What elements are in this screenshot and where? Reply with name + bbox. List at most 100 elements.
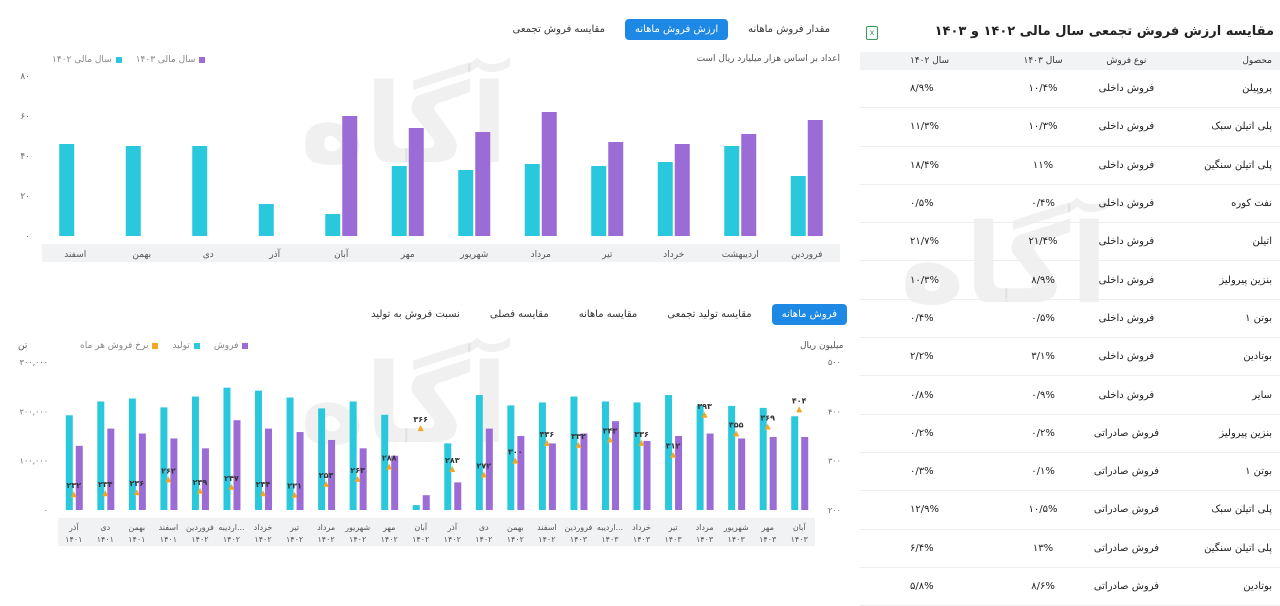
x-tick-year: ۱۴۰۲ — [475, 535, 492, 544]
rate-data-label: ۳۶۶ — [413, 415, 428, 424]
legend-swatch — [242, 343, 249, 349]
top-tab-1[interactable]: ارزش فروش ماهانه — [624, 19, 729, 40]
x-tick-label: اسفند — [64, 250, 86, 260]
table-row: پلی اتیلن سنگین فروش داخلی ۱۱% ۱۸/۴% — [860, 146, 1280, 185]
table-cell: فروش صادراتی — [1074, 529, 1179, 568]
rate-marker — [386, 463, 393, 470]
rate-data-label: ۲۶۲ — [161, 466, 176, 475]
rate-data-label: ۲۴۷ — [224, 474, 239, 483]
x-tick-year: ۱۴۰۲ — [286, 535, 303, 544]
rate-marker — [102, 490, 109, 497]
x-tick-label: خرداد — [663, 250, 684, 260]
bar-1403 — [741, 134, 757, 236]
legend-item[interactable]: سال مالی ۱۴۰۲ — [52, 55, 122, 65]
x-tick-year: ۱۴۰۲ — [538, 535, 555, 544]
table-cell: ۵/۸% — [860, 567, 1012, 606]
sales-bar — [296, 432, 304, 510]
legend-item[interactable]: تولید — [172, 341, 200, 351]
y-tick-label: ۰ — [25, 232, 30, 242]
left-y-tick-label: ۱۰۰,۰۰۰ — [20, 457, 48, 466]
bar-1402 — [790, 176, 806, 236]
table-cell: فروش داخلی — [1074, 375, 1179, 415]
table-cell: ۱۳% — [1011, 529, 1075, 568]
table-cell: ۰/۲% — [1011, 414, 1075, 453]
table-cell: ۲/۲% — [860, 337, 1012, 377]
production-bar — [665, 395, 673, 510]
production-bar — [255, 390, 263, 510]
excel-icon[interactable]: x — [866, 26, 878, 40]
table-row: پلی اتیلن سبک فروش صادراتی ۱۰/۵% ۱۲/۹% — [860, 490, 1280, 530]
table-cell: ۱۱% — [1011, 146, 1075, 185]
bottom-tab-0[interactable]: فروش ماهانه — [771, 304, 847, 325]
table-cell: ۱۲/۹% — [860, 490, 1012, 530]
bottom-tab-1[interactable]: مقایسه تولید تجمعی — [667, 309, 752, 320]
bottom-tab-2[interactable]: مقایسه ماهانه — [578, 309, 638, 320]
x-tick-year: ۱۴۰۲ — [381, 535, 398, 544]
top-chart-note: اعداد بر اساس هزار میلیارد ریال است — [696, 54, 840, 64]
x-tick-label: آبان — [334, 248, 349, 260]
table-cell: پلی اتیلن سبک — [1178, 107, 1280, 147]
bar-1402 — [657, 162, 673, 236]
legend-item[interactable]: سال مالی ۱۴۰۳ — [136, 55, 206, 65]
x-tick-month: اسفند — [537, 523, 557, 532]
table-row: بوتن ۱ فروش صادراتی ۰/۱% ۰/۳% — [860, 452, 1280, 492]
rate-marker — [670, 451, 677, 458]
x-tick-month: تیر — [668, 523, 678, 532]
x-tick-label: شهریور — [459, 250, 488, 260]
rate-marker — [638, 439, 645, 446]
bar-1402 — [325, 214, 341, 236]
x-tick-year: ۱۴۰۳ — [664, 535, 682, 544]
x-tick-month: خرداد — [254, 523, 273, 532]
sales-bar — [454, 482, 462, 510]
legend-item[interactable]: فروش — [214, 341, 249, 351]
table-cell: فروش داخلی — [1074, 299, 1179, 339]
table-header-cell[interactable]: محصول — [1178, 52, 1280, 70]
top-chart-legend: سال مالی ۱۴۰۳ سال مالی ۱۴۰۲ — [52, 55, 206, 65]
rate-data-label: ۲۵۳ — [319, 471, 334, 480]
bottom-tab-4[interactable]: نسبت فروش به تولید — [371, 309, 460, 320]
rate-data-label: ۳۶۹ — [760, 414, 775, 423]
rate-data-label: ۳۱۲ — [666, 442, 681, 451]
table-header-cell[interactable]: سال ۱۴۰۳ — [1011, 52, 1075, 70]
rate-data-label: ۲۳۹ — [193, 478, 208, 487]
y-tick-label: ۸۰ — [20, 72, 30, 82]
x-tick-year: ۱۴۰۲ — [349, 535, 366, 544]
table-header-cell[interactable]: نوع فروش — [1074, 52, 1179, 70]
rate-data-label: ۳۳۶ — [634, 430, 649, 439]
table-cell: ۱۰/۳% — [1011, 107, 1075, 147]
right-y-tick-label: ۲۰۰ — [828, 506, 841, 515]
bar-1402 — [458, 170, 474, 236]
rate-data-label: ۲۷۲ — [476, 461, 491, 470]
sales-bar — [517, 436, 525, 510]
top-tab-2[interactable]: مقایسه فروش تجمعی — [512, 24, 605, 35]
bottom-tab-3[interactable]: مقایسه فصلی — [489, 309, 549, 320]
production-bar — [538, 402, 546, 510]
legend-label: فروش — [213, 341, 239, 351]
table-cell: بنزین پیرولیز — [1178, 414, 1280, 453]
rate-marker — [480, 471, 487, 478]
table-cell: نفت کوره — [1178, 184, 1280, 224]
y-tick-label: ۴۰ — [20, 152, 30, 162]
table-cell: ۶/۴% — [860, 529, 1012, 568]
x-tick-label: مهر — [400, 250, 415, 260]
x-tick-label: مرداد — [531, 250, 551, 260]
rate-marker — [764, 423, 771, 430]
x-tick-year: ۱۴۰۱ — [97, 535, 114, 544]
x-tick-month: آذر — [68, 522, 79, 532]
top-tab-0[interactable]: مقدار فروش ماهانه — [748, 24, 830, 35]
legend-label: سال مالی ۱۴۰۲ — [52, 55, 112, 65]
rate-marker — [133, 489, 140, 496]
table-cell: فروش داخلی — [1074, 146, 1179, 185]
x-tick-month: اردیبه... — [218, 523, 244, 532]
right-y-tick-label: ۵۰۰ — [828, 358, 841, 367]
legend-item[interactable]: نرخ فروش هر ماه — [80, 341, 159, 351]
rate-data-label: ۲۳۲ — [66, 481, 81, 490]
table-row: بوتادین فروش صادراتی ۸/۶% ۵/۸% — [860, 567, 1280, 606]
x-tick-month: اردیبه... — [597, 523, 623, 532]
right-y-tick-label: ۳۰۰ — [828, 457, 841, 466]
table-header-cell[interactable]: سال ۱۴۰۲ — [860, 52, 1012, 70]
production-bar — [570, 396, 578, 510]
x-tick-label: تیر — [601, 250, 613, 260]
bottom-chart-tabs: فروش ماهانه مقایسه تولید تجمعی مقایسه ماها… — [361, 304, 847, 325]
table-cell: پلی اتیلن سبک — [1178, 490, 1280, 530]
